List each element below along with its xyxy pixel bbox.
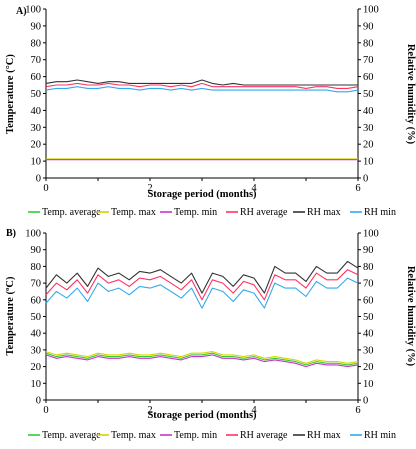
legend-entry-label: Temp. max: [111, 207, 156, 218]
y-tick-label-right: 90: [363, 245, 374, 256]
legend-entry-label: RH max: [307, 207, 341, 218]
y-axis-title-left: Temperature (ºC): [5, 276, 16, 355]
y-tick-label-left: 40: [31, 106, 42, 117]
y-tick-label-right: 80: [363, 262, 374, 273]
panel-label: A): [16, 6, 27, 17]
x-tick-label: 2: [147, 405, 152, 416]
x-tick-label: 0: [43, 183, 48, 194]
y-tick-label-left: 10: [31, 157, 42, 168]
y-tick-label-left: 50: [31, 312, 42, 323]
series-line-temp-max: [45, 351, 359, 364]
y-tick-label-right: 20: [363, 140, 374, 151]
y-tick-label-right: 50: [363, 89, 374, 100]
y-tick-label-right: 30: [363, 345, 374, 356]
y-tick-label-right: 70: [363, 55, 374, 66]
y-tick-label-right: 10: [363, 379, 374, 390]
y-tick-label-right: 0: [363, 396, 368, 407]
x-tick-label: 6: [355, 183, 360, 194]
y-tick-label-right: 30: [363, 123, 374, 134]
series-line-temp-average: [45, 352, 359, 366]
legend-entry-label: Temp. average: [42, 207, 101, 218]
legend-entry-label: RH max: [307, 430, 341, 441]
y-tick-label-left: 30: [31, 123, 42, 134]
y-tick-label-right: 80: [363, 38, 374, 49]
panel-label: B): [6, 228, 16, 239]
y-tick-label-left: 0: [36, 396, 41, 407]
y-tick-label-left: 10: [31, 379, 42, 390]
legend-entry-label: RH average: [240, 207, 288, 218]
series-line-rh-average: [45, 269, 359, 301]
y-tick-label-left: 100: [25, 5, 41, 16]
legend-entry-label: RH min: [364, 430, 396, 441]
legend: Temp. average Temp. max Temp. min RH averag…: [28, 430, 396, 441]
y-axis-title-left: Temperature (°C): [5, 54, 16, 134]
y-tick-label-right: 0: [363, 174, 368, 185]
x-axis-title: Storage period (months): [147, 410, 257, 421]
series-line-rh-average: [45, 82, 359, 89]
y-tick-label-left: 40: [31, 329, 42, 340]
y-tick-label-left: 80: [31, 38, 42, 49]
y-axis-title-right: Relative humidity (%): [405, 266, 416, 367]
y-tick-label-left: 30: [31, 345, 42, 356]
y-tick-label-left: 100: [25, 229, 41, 240]
y-tick-label-right: 90: [363, 21, 374, 32]
y-tick-label-right: 10: [363, 157, 374, 168]
x-tick-label: 6: [355, 405, 360, 416]
y-tick-label-left: 60: [31, 72, 42, 83]
legend-entry-label: Temp. max: [111, 430, 156, 441]
y-tick-label-left: 70: [31, 55, 42, 66]
y-tick-label-left: 90: [31, 21, 42, 32]
legend-entry-label: Temp. average: [42, 430, 101, 441]
y-tick-label-right: 70: [363, 279, 374, 290]
y-tick-label-right: 20: [363, 362, 374, 373]
legend-entry-label: Temp. min: [174, 207, 217, 218]
y-tick-label-right: 50: [363, 312, 374, 323]
legend-entry-label: RH average: [240, 430, 288, 441]
legend-entry-label: Temp. min: [174, 430, 217, 441]
y-tick-label-left: 60: [31, 295, 42, 306]
y-tick-label-right: 60: [363, 295, 374, 306]
y-tick-label-right: 100: [363, 5, 379, 16]
y-tick-label-left: 0: [36, 174, 41, 185]
legend-entry-label: RH min: [364, 207, 396, 218]
x-tick-label: 2: [147, 183, 152, 194]
y-tick-label-left: 20: [31, 362, 42, 373]
series-line-temp-min: [45, 354, 359, 368]
x-tick-label: 0: [43, 405, 48, 416]
x-axis-title: Storage period (months): [147, 189, 257, 200]
series-line-rh-min: [45, 86, 359, 93]
y-tick-label-left: 50: [31, 89, 42, 100]
x-tick-label: 4: [251, 183, 257, 194]
x-tick-label: 4: [251, 405, 257, 416]
series-line-rh-max: [45, 79, 358, 86]
y-tick-label-right: 40: [363, 106, 374, 117]
y-tick-label-left: 90: [31, 245, 42, 256]
y-tick-label-left: 70: [31, 279, 42, 290]
y-tick-label-left: 80: [31, 262, 42, 273]
y-axis-title-right: Relative humidity (%): [405, 44, 416, 145]
y-tick-label-right: 40: [363, 329, 374, 340]
series-line-rh-min: [45, 277, 359, 309]
y-tick-label-left: 20: [31, 140, 42, 151]
series-line-rh-max: [45, 260, 359, 294]
y-tick-label-right: 100: [363, 229, 379, 240]
legend: Temp. average Temp. max Temp. min RH averag…: [28, 207, 396, 218]
y-tick-label-right: 60: [363, 72, 374, 83]
